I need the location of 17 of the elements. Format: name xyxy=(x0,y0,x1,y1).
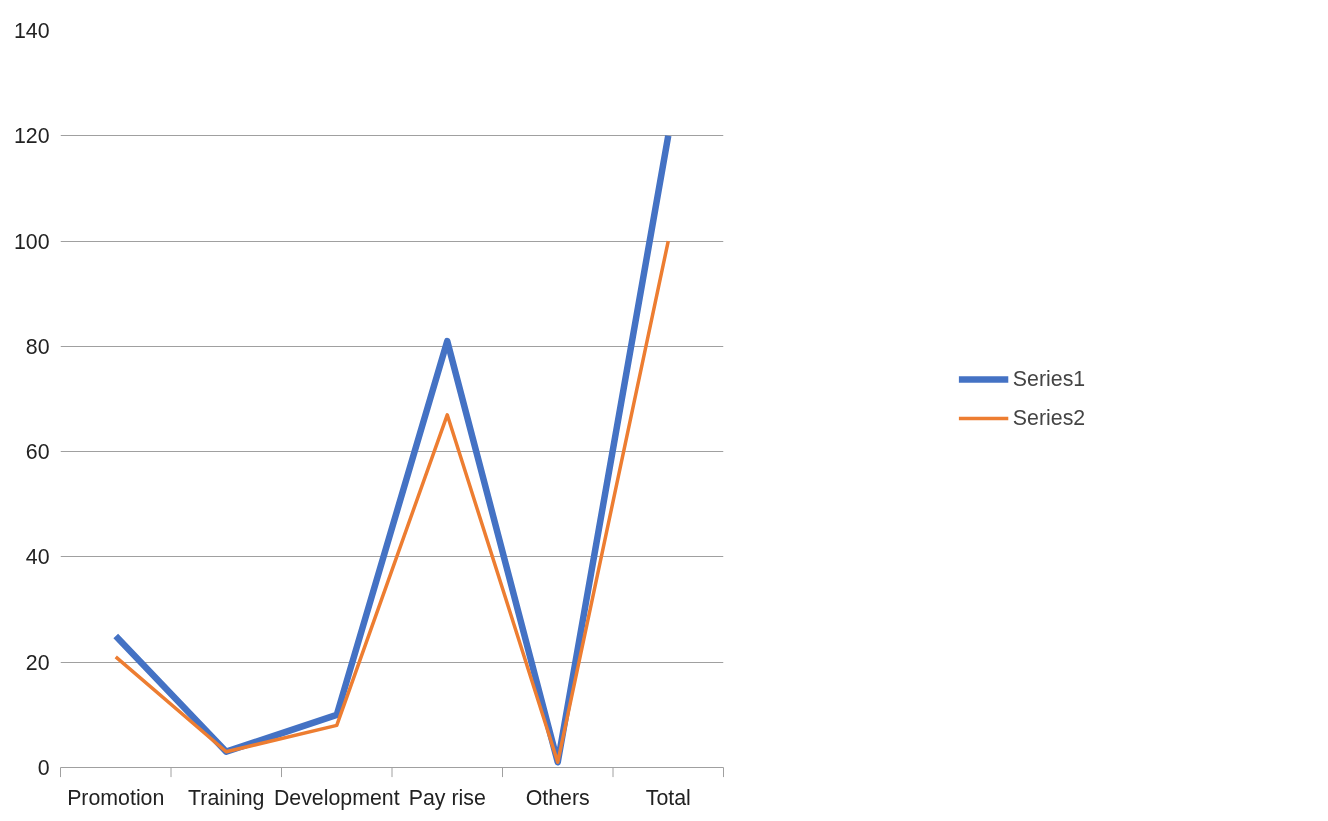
x-tick-label: Promotion xyxy=(67,785,165,810)
line-series xyxy=(114,239,670,764)
x-tick-label: Others xyxy=(525,785,590,810)
y-tick-label: 20 xyxy=(25,650,50,675)
x-tick-label: Total xyxy=(645,785,691,810)
y-tick-label: 40 xyxy=(25,545,50,570)
x-tick-label: Development xyxy=(273,785,400,810)
x-tick-label: Training xyxy=(188,785,265,810)
y-tick-label: 60 xyxy=(25,440,50,465)
y-tick-label: 120 xyxy=(13,124,50,149)
x-tick-label: Pay rise xyxy=(408,785,486,810)
y-tick-label: 100 xyxy=(13,229,50,254)
y-tick-label: 0 xyxy=(37,756,50,780)
legend-label: Series2 xyxy=(1012,405,1086,431)
legend-label: Series1 xyxy=(1012,366,1086,392)
y-tick-label: 140 xyxy=(13,19,50,43)
y-tick-label: 80 xyxy=(25,334,50,359)
